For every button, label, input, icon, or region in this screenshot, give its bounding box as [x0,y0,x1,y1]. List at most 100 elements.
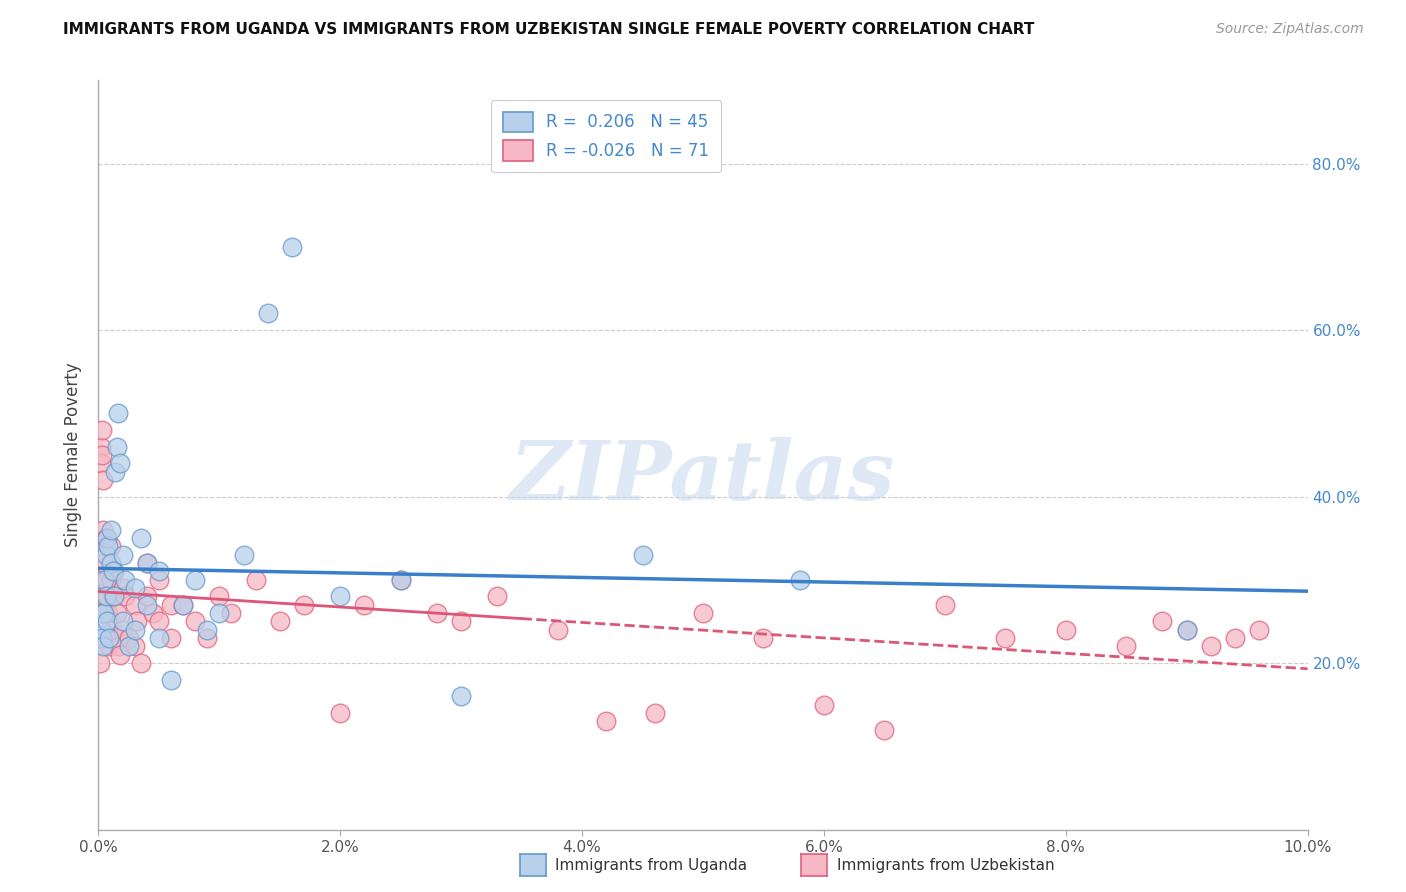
Y-axis label: Single Female Poverty: Single Female Poverty [63,363,82,547]
Point [644,706,666,720]
Point [148,565,170,579]
Point [107,406,129,420]
Point [486,590,509,604]
Point [789,573,811,587]
Point [101,590,124,604]
Point [103,565,125,579]
Point [114,573,136,587]
Point [1199,640,1222,654]
Point [135,556,157,570]
Point [97,540,120,554]
Legend: R =  0.206   N = 45, R = -0.026   N = 71: R = 0.206 N = 45, R = -0.026 N = 71 [492,100,721,172]
Point [93,573,115,587]
Point [90,456,112,470]
Point [232,548,254,562]
Point [245,573,267,587]
Text: Source: ZipAtlas.com: Source: ZipAtlas.com [1216,22,1364,37]
Point [108,648,131,662]
Point [124,581,146,595]
Point [142,606,165,620]
Point [547,623,569,637]
Text: Immigrants from Uzbekistan: Immigrants from Uzbekistan [837,858,1054,872]
Point [195,623,218,637]
Point [111,623,134,637]
Point [124,640,146,654]
Point [692,606,714,620]
Point [595,714,617,729]
Point [100,540,122,554]
Point [100,615,122,629]
Point [96,590,118,604]
Point [91,640,114,654]
Point [91,631,114,645]
Point [389,573,412,587]
Point [1223,631,1246,645]
Point [103,590,125,604]
Point [96,573,118,587]
Point [127,615,149,629]
Point [101,623,124,637]
Point [135,598,157,612]
Point [1115,640,1137,654]
Point [292,598,315,612]
Point [994,631,1017,645]
Point [129,656,152,670]
Point [98,640,121,654]
Point [93,606,115,620]
Point [96,531,118,545]
Point [160,673,183,687]
Point [269,615,291,629]
Point [93,556,115,570]
Text: Immigrants from Uganda: Immigrants from Uganda [555,858,748,872]
Point [91,448,114,462]
Point [1054,623,1077,637]
Point [108,640,131,654]
Point [148,631,170,645]
Point [107,631,129,645]
Point [208,606,231,620]
Point [135,590,157,604]
Point [195,631,218,645]
Point [101,565,124,579]
Point [389,573,412,587]
Point [221,606,243,620]
Point [91,606,114,620]
Point [94,590,117,604]
Point [184,573,207,587]
Point [100,573,122,587]
Point [111,615,134,629]
Point [90,623,112,637]
Point [118,640,141,654]
Point [631,548,654,562]
Point [135,556,157,570]
Point [104,590,127,604]
Point [329,590,352,604]
Point [91,473,114,487]
Point [873,723,896,737]
Point [329,706,352,720]
Point [94,548,117,562]
Point [100,523,122,537]
Point [93,590,115,604]
Point [108,456,131,470]
Text: ZIPatlas: ZIPatlas [510,437,896,517]
Point [172,598,194,612]
Point [353,598,375,612]
Point [172,598,194,612]
Point [426,606,449,620]
Point [1175,623,1198,637]
Point [450,615,472,629]
Point [104,465,127,479]
Point [98,631,121,645]
Point [89,656,111,670]
Point [1249,623,1271,637]
Point [752,631,775,645]
Point [124,623,146,637]
Point [160,598,183,612]
Point [1152,615,1174,629]
Point [94,573,117,587]
Point [94,531,117,545]
Point [97,606,120,620]
Point [148,573,170,587]
Point [184,615,207,629]
